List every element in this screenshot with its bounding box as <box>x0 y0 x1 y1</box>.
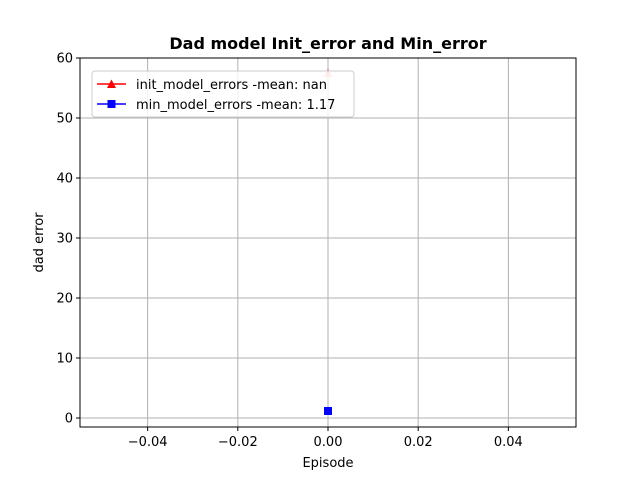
y-tick-label: 40 <box>56 172 73 187</box>
y-tick-label: 0 <box>65 412 73 427</box>
x-tick-label: −0.02 <box>218 435 258 450</box>
legend-marker-init-triangle <box>107 79 116 88</box>
grid <box>80 57 576 427</box>
legend: init_model_errors -mean: nan min_model_e… <box>91 70 355 118</box>
y-tick-label: 20 <box>56 292 73 307</box>
chart-title: Dad model Init_error and Min_error <box>169 34 486 53</box>
y-tick-label: 10 <box>56 352 73 367</box>
x-tick-label: −0.04 <box>128 435 168 450</box>
min-error-point <box>324 406 332 415</box>
x-axis-label: Episode <box>302 456 353 471</box>
y-axis-label: dad error <box>32 212 47 273</box>
plot-area-frame <box>79 57 577 428</box>
legend-box <box>91 70 355 118</box>
y-axis-ticks: 0 10 20 30 40 50 60 <box>56 52 80 427</box>
y-tick-label: 50 <box>56 112 73 127</box>
x-tick-label: 0.04 <box>494 435 523 450</box>
x-tick-label: 0.00 <box>314 435 343 450</box>
y-tick-label: 60 <box>56 52 73 67</box>
legend-marker-min-square <box>107 100 116 108</box>
legend-label-init: init_model_errors -mean: nan <box>136 78 327 93</box>
x-axis-ticks: −0.04 −0.02 0.00 0.02 0.04 <box>128 427 523 450</box>
y-tick-label: 30 <box>56 232 73 247</box>
x-tick-label: 0.02 <box>404 435 433 450</box>
legend-label-min: min_model_errors -mean: 1.17 <box>136 98 335 113</box>
